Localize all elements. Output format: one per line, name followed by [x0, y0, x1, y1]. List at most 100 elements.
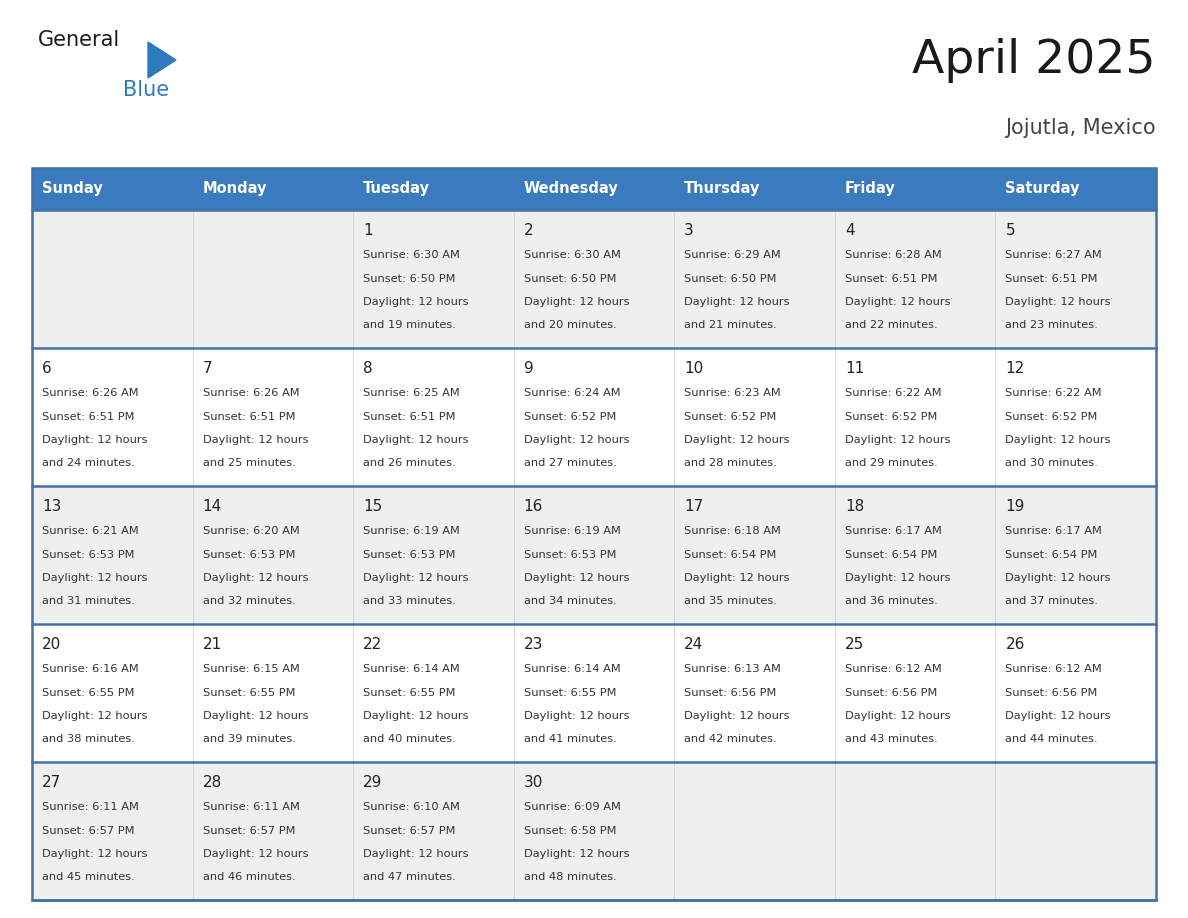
Text: 13: 13 — [42, 499, 62, 514]
Text: Daylight: 12 hours: Daylight: 12 hours — [203, 573, 308, 583]
Text: Sunrise: 6:11 AM: Sunrise: 6:11 AM — [42, 802, 139, 812]
Text: and 29 minutes.: and 29 minutes. — [845, 458, 937, 468]
Text: and 40 minutes.: and 40 minutes. — [364, 734, 456, 744]
Text: 24: 24 — [684, 637, 703, 652]
Text: and 28 minutes.: and 28 minutes. — [684, 458, 777, 468]
Text: and 30 minutes.: and 30 minutes. — [1005, 458, 1098, 468]
Text: Sunset: 6:51 PM: Sunset: 6:51 PM — [1005, 274, 1098, 284]
Text: 21: 21 — [203, 637, 222, 652]
Text: 19: 19 — [1005, 499, 1025, 514]
Text: and 42 minutes.: and 42 minutes. — [684, 734, 777, 744]
Text: Sunset: 6:52 PM: Sunset: 6:52 PM — [524, 411, 617, 421]
Text: Daylight: 12 hours: Daylight: 12 hours — [684, 297, 790, 307]
Text: Daylight: 12 hours: Daylight: 12 hours — [845, 297, 950, 307]
Text: Daylight: 12 hours: Daylight: 12 hours — [524, 849, 630, 859]
Text: and 32 minutes.: and 32 minutes. — [203, 597, 296, 607]
Text: Sunset: 6:56 PM: Sunset: 6:56 PM — [845, 688, 937, 698]
Text: 9: 9 — [524, 361, 533, 376]
Text: Daylight: 12 hours: Daylight: 12 hours — [684, 573, 790, 583]
Bar — [32, 210, 1156, 348]
Text: and 20 minutes.: and 20 minutes. — [524, 320, 617, 330]
Bar — [32, 624, 1156, 762]
Text: and 24 minutes.: and 24 minutes. — [42, 458, 134, 468]
Text: Sunset: 6:51 PM: Sunset: 6:51 PM — [42, 411, 134, 421]
Text: Sunrise: 6:27 AM: Sunrise: 6:27 AM — [1005, 250, 1102, 260]
Text: 12: 12 — [1005, 361, 1025, 376]
Text: Daylight: 12 hours: Daylight: 12 hours — [42, 573, 147, 583]
Text: and 27 minutes.: and 27 minutes. — [524, 458, 617, 468]
Bar — [32, 486, 1156, 624]
Text: and 37 minutes.: and 37 minutes. — [1005, 597, 1098, 607]
Text: and 44 minutes.: and 44 minutes. — [1005, 734, 1098, 744]
Text: Sunset: 6:51 PM: Sunset: 6:51 PM — [203, 411, 295, 421]
Text: 8: 8 — [364, 361, 373, 376]
Text: 10: 10 — [684, 361, 703, 376]
Text: Sunrise: 6:15 AM: Sunrise: 6:15 AM — [203, 664, 299, 674]
Text: Sunset: 6:52 PM: Sunset: 6:52 PM — [684, 411, 777, 421]
Text: Sunset: 6:50 PM: Sunset: 6:50 PM — [684, 274, 777, 284]
Text: and 46 minutes.: and 46 minutes. — [203, 872, 295, 882]
Text: Sunset: 6:56 PM: Sunset: 6:56 PM — [684, 688, 777, 698]
Text: Sunrise: 6:09 AM: Sunrise: 6:09 AM — [524, 802, 620, 812]
Text: 23: 23 — [524, 637, 543, 652]
Text: Sunset: 6:53 PM: Sunset: 6:53 PM — [524, 550, 617, 559]
Text: Daylight: 12 hours: Daylight: 12 hours — [845, 435, 950, 445]
Text: Sunset: 6:55 PM: Sunset: 6:55 PM — [524, 688, 617, 698]
Text: Daylight: 12 hours: Daylight: 12 hours — [42, 435, 147, 445]
Text: and 22 minutes.: and 22 minutes. — [845, 320, 937, 330]
Text: Sunset: 6:57 PM: Sunset: 6:57 PM — [42, 825, 134, 835]
Text: Sunrise: 6:12 AM: Sunrise: 6:12 AM — [1005, 664, 1102, 674]
Text: 14: 14 — [203, 499, 222, 514]
Text: Sunset: 6:55 PM: Sunset: 6:55 PM — [364, 688, 456, 698]
Text: Daylight: 12 hours: Daylight: 12 hours — [203, 711, 308, 721]
Text: Sunrise: 6:25 AM: Sunrise: 6:25 AM — [364, 388, 460, 398]
Text: Saturday: Saturday — [1005, 182, 1080, 196]
Bar — [32, 348, 1156, 486]
Text: 7: 7 — [203, 361, 213, 376]
Text: and 34 minutes.: and 34 minutes. — [524, 597, 617, 607]
Text: 1: 1 — [364, 223, 373, 238]
Text: Daylight: 12 hours: Daylight: 12 hours — [364, 297, 468, 307]
Text: Sunrise: 6:14 AM: Sunrise: 6:14 AM — [364, 664, 460, 674]
Text: Daylight: 12 hours: Daylight: 12 hours — [42, 849, 147, 859]
Text: Daylight: 12 hours: Daylight: 12 hours — [364, 711, 468, 721]
Text: Sunrise: 6:29 AM: Sunrise: 6:29 AM — [684, 250, 781, 260]
Text: Daylight: 12 hours: Daylight: 12 hours — [364, 435, 468, 445]
Text: and 25 minutes.: and 25 minutes. — [203, 458, 296, 468]
Text: Sunrise: 6:18 AM: Sunrise: 6:18 AM — [684, 526, 782, 536]
Text: Sunset: 6:53 PM: Sunset: 6:53 PM — [364, 550, 456, 559]
Text: Daylight: 12 hours: Daylight: 12 hours — [524, 711, 630, 721]
Text: Sunday: Sunday — [42, 182, 102, 196]
Text: Sunrise: 6:20 AM: Sunrise: 6:20 AM — [203, 526, 299, 536]
Text: Sunrise: 6:30 AM: Sunrise: 6:30 AM — [524, 250, 620, 260]
Text: Daylight: 12 hours: Daylight: 12 hours — [1005, 297, 1111, 307]
Text: and 36 minutes.: and 36 minutes. — [845, 597, 937, 607]
Text: Sunset: 6:51 PM: Sunset: 6:51 PM — [845, 274, 937, 284]
Text: Sunset: 6:57 PM: Sunset: 6:57 PM — [203, 825, 295, 835]
Text: Sunset: 6:52 PM: Sunset: 6:52 PM — [845, 411, 937, 421]
Text: and 19 minutes.: and 19 minutes. — [364, 320, 456, 330]
Text: Sunset: 6:57 PM: Sunset: 6:57 PM — [364, 825, 456, 835]
Text: General: General — [38, 30, 120, 50]
Text: Sunset: 6:53 PM: Sunset: 6:53 PM — [42, 550, 134, 559]
Text: Jojutla, Mexico: Jojutla, Mexico — [1005, 118, 1156, 138]
Text: and 21 minutes.: and 21 minutes. — [684, 320, 777, 330]
Text: 6: 6 — [42, 361, 52, 376]
Text: and 33 minutes.: and 33 minutes. — [364, 597, 456, 607]
Text: Sunrise: 6:26 AM: Sunrise: 6:26 AM — [203, 388, 299, 398]
Text: Sunrise: 6:23 AM: Sunrise: 6:23 AM — [684, 388, 781, 398]
Text: Sunrise: 6:19 AM: Sunrise: 6:19 AM — [364, 526, 460, 536]
Text: Monday: Monday — [203, 182, 267, 196]
Text: April 2025: April 2025 — [912, 38, 1156, 83]
Text: Daylight: 12 hours: Daylight: 12 hours — [1005, 573, 1111, 583]
Text: Daylight: 12 hours: Daylight: 12 hours — [1005, 711, 1111, 721]
Text: and 45 minutes.: and 45 minutes. — [42, 872, 134, 882]
Text: 16: 16 — [524, 499, 543, 514]
Text: and 47 minutes.: and 47 minutes. — [364, 872, 456, 882]
Text: 20: 20 — [42, 637, 62, 652]
Text: Sunrise: 6:22 AM: Sunrise: 6:22 AM — [845, 388, 941, 398]
Text: 15: 15 — [364, 499, 383, 514]
Text: Thursday: Thursday — [684, 182, 760, 196]
Text: 28: 28 — [203, 775, 222, 790]
Text: and 39 minutes.: and 39 minutes. — [203, 734, 296, 744]
